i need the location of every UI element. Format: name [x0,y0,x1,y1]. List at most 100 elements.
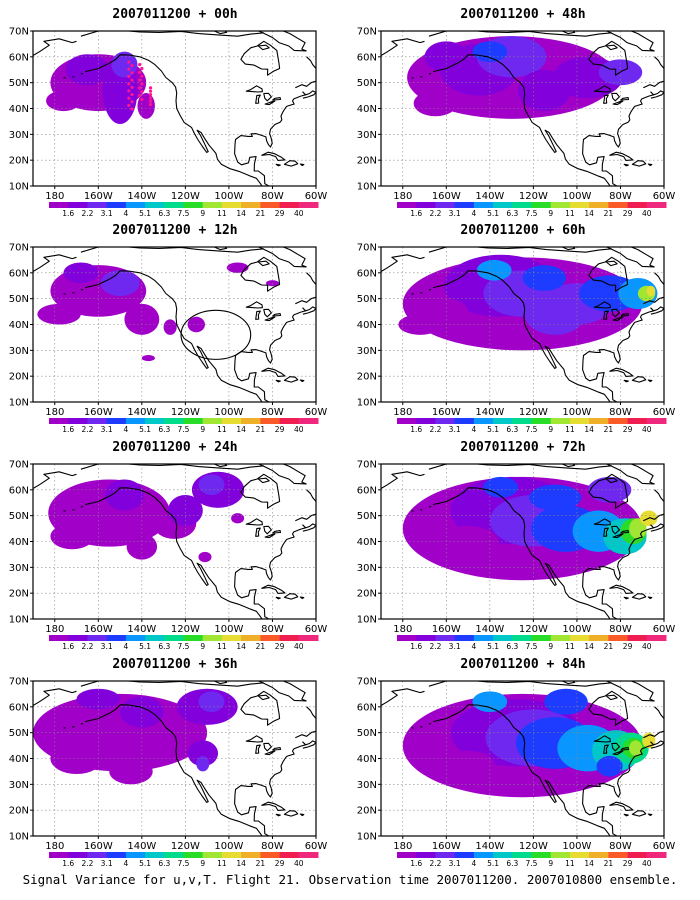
colorbar-swatch [279,852,300,858]
colorbar-label: 7.5 [526,425,538,434]
lon-tick-label: 100W [214,407,243,418]
colorbar-swatch [454,202,475,208]
lat-tick-label: 10N [357,615,377,626]
variance-contour [104,479,145,511]
variance-contour [231,513,245,524]
lat-tick-label: 20N [357,806,377,817]
variance-contour [483,476,519,498]
colorbar-label: 29 [275,642,285,651]
colorbar-swatch [298,852,319,858]
colorbar-label: 29 [275,859,285,868]
lat-tick-label: 50N [9,78,29,89]
colorbar-swatch [202,418,223,424]
variance-contour [596,755,623,777]
colorbar-label: 9 [200,642,205,651]
lon-tick-label: 80W [609,191,632,202]
lon-tick-label: 100W [562,191,591,202]
colorbar-label: 2.2 [429,425,441,434]
colorbar-swatch [106,418,127,424]
lon-tick-label: 80W [609,407,632,418]
colorbar-swatch [416,852,436,858]
observation-point [148,89,153,93]
variance-contour [198,691,225,712]
lat-tick-label: 60N [9,52,29,63]
colorbar-swatch [397,852,417,858]
colorbar-label: 11 [565,859,575,868]
observation-point [130,85,134,89]
lat-tick-label: 50N [357,511,377,522]
forecast-map: 70N 60N 50N 40N 30N 20N 10N 180 160W 140W 120W 100W… [357,677,676,869]
colorbar-label: 5.1 [487,859,499,868]
lon-tick-label: 160W [84,191,113,202]
observation-point [148,86,153,90]
lon-tick-label: 120W [171,624,200,635]
colorbar-label: 3.1 [449,425,461,434]
observation-point [130,78,134,82]
colorbar-label: 29 [623,209,633,218]
observation-point [127,103,131,107]
lon-tick-label: 100W [562,841,591,852]
variance-contour [100,270,140,297]
colorbar-label: 5.1 [139,859,151,868]
lon-tick-label: 100W [562,624,591,635]
variance-contour [187,316,205,333]
lon-tick-label: 160W [84,624,113,635]
lon-tick-label: 140W [127,407,156,418]
variance-contour [65,54,110,86]
colorbar-swatch [49,202,69,208]
forecast-map: 70N 60N 50N 40N 30N 20N 10N 180 160W 140W 120W 100W… [9,677,328,869]
variance-contour [50,743,103,774]
lat-tick-label: 50N [9,728,29,739]
lon-tick-label: 80W [609,624,632,635]
lat-tick-label: 70N [357,27,377,38]
lon-tick-label: 60W [305,624,328,635]
colorbar-label: 7.5 [178,425,190,434]
colorbar-swatch [106,202,127,208]
colorbar-swatch [183,852,204,858]
panel-title: 2007011200 + 60h [460,223,586,238]
colorbar-label: 4 [123,425,128,434]
colorbar-label: 40 [642,209,652,218]
colorbar-label: 3.1 [449,859,461,868]
colorbar-label: 4 [471,642,476,651]
lat-tick-label: 20N [357,156,377,167]
colorbar-label: 3.1 [101,859,113,868]
colorbar-swatch [145,202,165,208]
lat-tick-label: 60N [357,52,377,63]
lat-tick-label: 10N [9,615,29,626]
lat-tick-label: 20N [9,156,29,167]
colorbar-label: 21 [604,642,614,651]
lat-tick-label: 10N [9,832,29,843]
colorbar-label: 1.6 [62,642,74,651]
colorbar-swatch [106,635,127,641]
lat-tick-label: 60N [357,485,377,496]
colorbar-swatch [241,418,261,424]
colorbar-swatch [512,852,532,858]
colorbar-swatch [241,852,261,858]
colorbar-swatch [49,852,69,858]
variance-contour [398,314,442,335]
colorbar-swatch [106,852,127,858]
colorbar-label: 9 [548,859,553,868]
colorbar-swatch [435,418,456,424]
colorbar-swatch [435,635,456,641]
forecast-map: 70N 60N 50N 40N 30N 20N 10N 180 160W 140W 120W 100W… [357,27,676,219]
colorbar-label: 3.1 [449,642,461,651]
lat-tick-label: 40N [9,320,29,331]
colorbar-label: 14 [236,209,246,218]
colorbar-label: 1.6 [410,859,422,868]
lon-tick-label: 180 [393,624,412,635]
colorbar-label: 2.2 [429,642,441,651]
colorbar-swatch [627,852,648,858]
colorbar-swatch [512,635,532,641]
observation-point [138,70,142,74]
colorbar-swatch [145,418,165,424]
lat-tick-label: 60N [357,702,377,713]
colorbar-label: 29 [623,859,633,868]
colorbar-swatch [125,852,146,858]
colorbar-label: 3.1 [101,209,113,218]
lon-tick-label: 160W [84,841,113,852]
colorbar-swatch [125,202,146,208]
forecast-map: 70N 60N 50N 40N 30N 20N 10N 180 160W 140W 120W 100W… [357,460,676,652]
